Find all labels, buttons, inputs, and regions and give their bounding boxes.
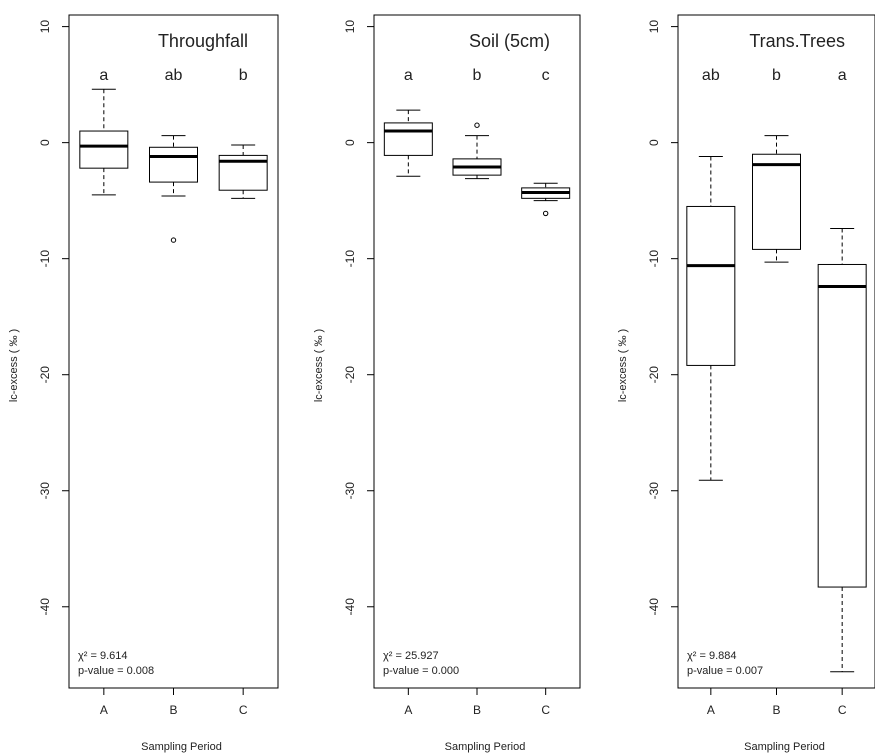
outlier-point (170, 237, 177, 243)
p-value-stat: p-value = 0.008 (78, 665, 154, 677)
x-tick-label: B (473, 703, 481, 717)
x-axis-title: Sampling Period (141, 741, 222, 753)
box (79, 130, 129, 169)
chi-square-stat: χ² = 9.614 (78, 650, 128, 662)
significance-letter: a (99, 67, 108, 84)
x-axis-title: Sampling Period (445, 741, 526, 753)
plot-frame (373, 14, 581, 689)
y-tick-label: -40 (343, 598, 357, 616)
panel-title: Soil (5cm) (469, 31, 550, 51)
significance-letter: b (239, 67, 248, 84)
y-tick-label: -10 (343, 250, 357, 268)
y-tick-label: -40 (38, 598, 52, 616)
chi-square-stat: χ² = 25.927 (383, 650, 439, 662)
significance-letter: b (473, 67, 482, 84)
y-tick-label: 0 (38, 139, 52, 146)
y-tick-label: 10 (647, 20, 661, 34)
box (383, 122, 433, 156)
box (752, 153, 801, 250)
p-value-stat: p-value = 0.007 (687, 665, 763, 677)
y-tick-label: -20 (343, 366, 357, 384)
outlier-point (542, 210, 549, 217)
y-axis-title: lc-excess ( ‰ ) (617, 329, 629, 402)
y-tick-label: 10 (343, 20, 357, 34)
panel-title: Trans.Trees (749, 31, 845, 51)
significance-letter: ab (165, 67, 183, 84)
y-axis-title: lc-excess ( ‰ ) (8, 329, 20, 402)
x-tick-label: B (772, 703, 780, 717)
x-tick-label: C (239, 703, 248, 717)
y-tick-label: -10 (38, 250, 52, 268)
panel-3: 10 0 -10 -20 -30 -40 lc-excess ( ‰ ) Aab Bb Ca Tra… (617, 14, 875, 753)
y-tick-label: 0 (343, 139, 357, 146)
significance-letter: b (772, 67, 781, 84)
y-tick-label: -30 (647, 482, 661, 500)
x-tick-label: B (169, 703, 177, 717)
x-tick-label: C (541, 703, 550, 717)
y-tick-label: -10 (647, 250, 661, 268)
y-tick-label: -40 (647, 598, 661, 616)
plot-frame (68, 14, 279, 689)
significance-letter: a (404, 67, 413, 84)
x-axis-title: Sampling Period (744, 741, 825, 753)
x-tick-label: A (707, 703, 715, 717)
y-tick-label: -20 (647, 366, 661, 384)
panel-2: 10 0 -10 -20 -30 -40 lc-excess ( ‰ ) Aa Bb Cc Soil… (313, 14, 581, 753)
significance-letter: a (838, 67, 847, 84)
y-axis-title: lc-excess ( ‰ ) (313, 329, 325, 402)
box (686, 205, 736, 366)
y-tick-label: -30 (38, 482, 52, 500)
y-tick-label: -30 (343, 482, 357, 500)
panel-1: 10 0 -10 -20 -30 -40 lc-excess ( ‰ ) Aa Bab Cb Thr… (8, 14, 279, 753)
p-value-stat: p-value = 0.000 (383, 665, 459, 677)
y-tick-label: -20 (38, 366, 52, 384)
significance-letter: ab (702, 67, 720, 84)
x-tick-label: A (404, 703, 412, 717)
x-tick-label: C (838, 703, 847, 717)
box (817, 263, 867, 588)
box (149, 146, 198, 183)
chi-square-stat: χ² = 9.884 (687, 650, 737, 662)
outlier-point (474, 122, 480, 128)
x-tick-label: A (100, 703, 108, 717)
significance-letter: c (542, 67, 550, 84)
y-tick-label: 0 (647, 139, 661, 146)
y-tick-label: 10 (38, 20, 52, 34)
panel-title: Throughfall (158, 31, 248, 51)
